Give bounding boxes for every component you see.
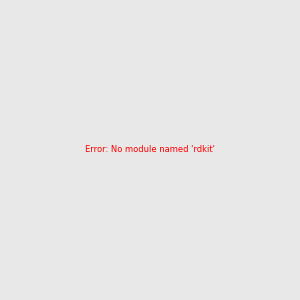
Text: Error: No module named 'rdkit': Error: No module named 'rdkit' (85, 146, 215, 154)
